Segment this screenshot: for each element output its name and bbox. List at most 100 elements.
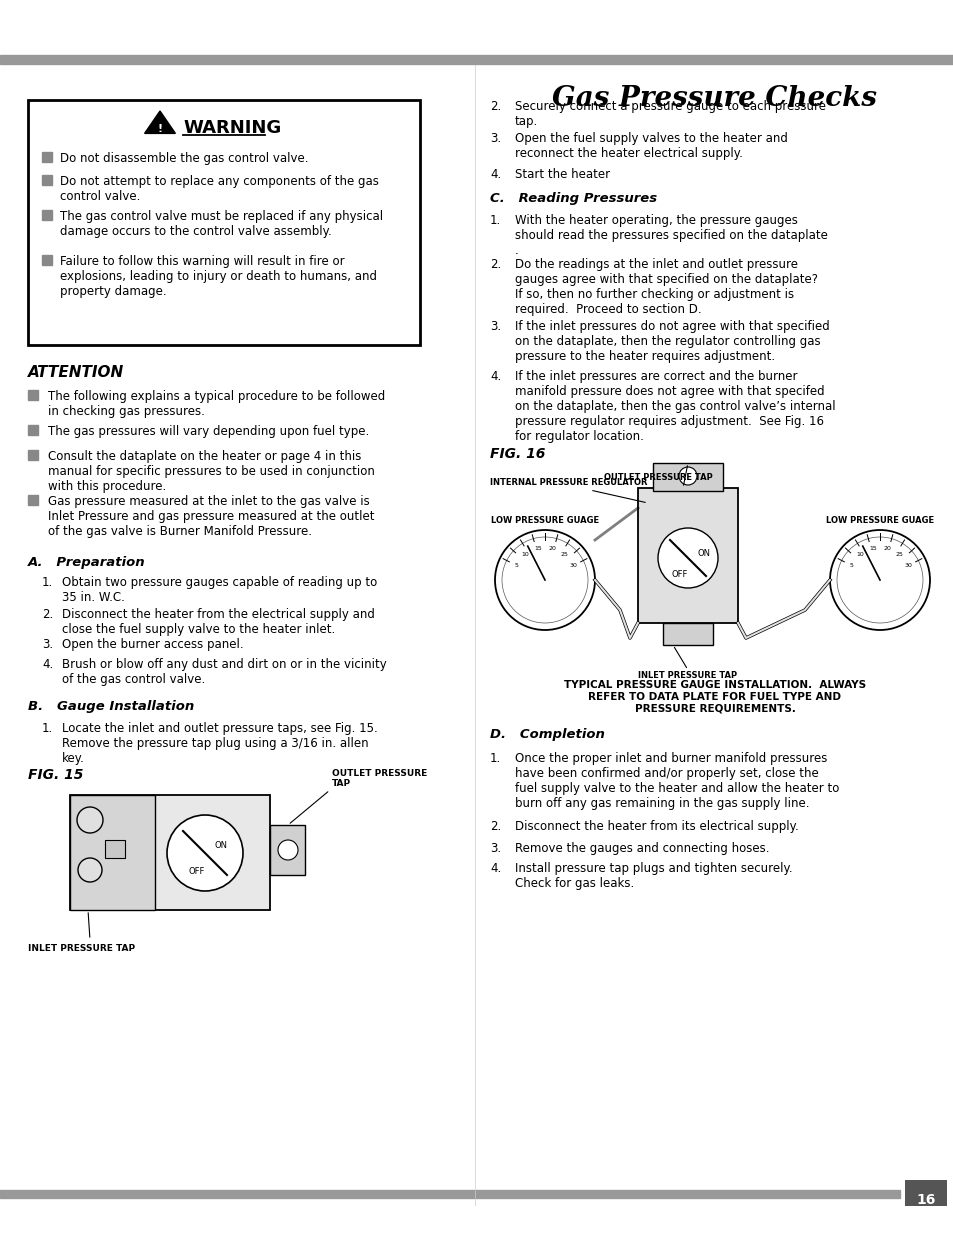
Text: Do the readings at the inlet and outlet pressure
gauges agree with that specifie: Do the readings at the inlet and outlet …: [515, 258, 817, 316]
Text: If the inlet pressures are correct and the burner
manifold pressure does not agr: If the inlet pressures are correct and t…: [515, 370, 835, 443]
Text: 30: 30: [903, 563, 911, 568]
Text: The gas control valve must be replaced if any physical
damage occurs to the cont: The gas control valve must be replaced i…: [60, 210, 383, 238]
Circle shape: [501, 537, 587, 622]
Text: D.   Completion: D. Completion: [490, 727, 604, 741]
Text: 15: 15: [868, 546, 876, 551]
Text: OUTLET PRESSURE
TAP: OUTLET PRESSURE TAP: [332, 768, 427, 788]
Circle shape: [78, 858, 102, 882]
Text: C.   Reading Pressures: C. Reading Pressures: [490, 191, 657, 205]
Circle shape: [277, 840, 297, 860]
Text: Do not attempt to replace any components of the gas
control valve.: Do not attempt to replace any components…: [60, 175, 378, 203]
Text: Gas Pressure Checks: Gas Pressure Checks: [552, 85, 877, 112]
Circle shape: [658, 529, 718, 588]
Bar: [105, 840, 125, 858]
Bar: [70, 795, 270, 910]
Text: 4.: 4.: [490, 168, 500, 182]
Bar: [28, 495, 38, 505]
Text: With the heater operating, the pressure gauges
should read the pressures specifi: With the heater operating, the pressure …: [515, 214, 827, 257]
Text: Brush or blow off any dust and dirt on or in the vicinity
of the gas control val: Brush or blow off any dust and dirt on o…: [62, 658, 386, 685]
Text: Disconnect the heater from its electrical supply.: Disconnect the heater from its electrica…: [515, 820, 798, 832]
Text: ON: ON: [698, 548, 710, 557]
Text: INLET PRESSURE TAP: INLET PRESSURE TAP: [638, 671, 737, 680]
Text: 30: 30: [569, 563, 577, 568]
Bar: [70, 795, 154, 910]
Text: Do not disassemble the gas control valve.: Do not disassemble the gas control valve…: [60, 152, 308, 165]
Text: 3.: 3.: [490, 320, 500, 333]
Text: INTERNAL PRESSURE REGULATOR: INTERNAL PRESSURE REGULATOR: [490, 478, 647, 487]
Text: OFF: OFF: [189, 867, 205, 876]
Bar: [0, 1191, 899, 1198]
Text: 4.: 4.: [490, 370, 500, 383]
Bar: [28, 425, 38, 435]
Text: 1.: 1.: [42, 722, 53, 735]
Bar: [638, 488, 738, 622]
Bar: [662, 622, 712, 645]
Bar: [28, 390, 38, 400]
Text: 1.: 1.: [42, 576, 53, 589]
Text: 5: 5: [514, 563, 517, 568]
Circle shape: [679, 467, 697, 485]
Text: Disconnect the heater from the electrical supply and
close the fuel supply valve: Disconnect the heater from the electrica…: [62, 608, 375, 636]
Text: Once the proper inlet and burner manifold pressures
have been confirmed and/or p: Once the proper inlet and burner manifol…: [515, 752, 839, 810]
Text: B.   Gauge Installation: B. Gauge Installation: [28, 700, 194, 713]
Text: 10: 10: [521, 552, 529, 557]
Circle shape: [829, 530, 929, 630]
Text: 3.: 3.: [42, 638, 53, 651]
Bar: [0, 56, 953, 64]
Text: The following explains a typical procedure to be followed
in checking gas pressu: The following explains a typical procedu…: [48, 390, 385, 417]
Bar: [270, 825, 305, 876]
Text: Open the fuel supply valves to the heater and
reconnect the heater electrical su: Open the fuel supply valves to the heate…: [515, 132, 787, 161]
Text: OUTLET PRESSURE TAP: OUTLET PRESSURE TAP: [603, 473, 712, 482]
Text: 15: 15: [534, 546, 541, 551]
Text: ON: ON: [214, 841, 228, 850]
Text: LOW PRESSURE GUAGE: LOW PRESSURE GUAGE: [825, 516, 933, 525]
Bar: [42, 152, 52, 162]
Text: 1.: 1.: [490, 214, 500, 227]
Text: 16: 16: [915, 1193, 935, 1207]
Text: Install pressure tap plugs and tighten securely.
Check for gas leaks.: Install pressure tap plugs and tighten s…: [515, 862, 792, 890]
Text: 1.: 1.: [490, 752, 500, 764]
Text: Gas pressure measured at the inlet to the gas valve is
Inlet Pressure and gas pr: Gas pressure measured at the inlet to th…: [48, 495, 375, 538]
Circle shape: [77, 806, 103, 832]
Bar: [904, 1179, 946, 1207]
Text: Remove the gauges and connecting hoses.: Remove the gauges and connecting hoses.: [515, 842, 769, 855]
Text: 2.: 2.: [490, 100, 500, 112]
Text: Locate the inlet and outlet pressure taps, see Fig. 15.
Remove the pressure tap : Locate the inlet and outlet pressure tap…: [62, 722, 377, 764]
Text: 25: 25: [895, 552, 902, 557]
Polygon shape: [145, 111, 175, 133]
Text: LOW PRESSURE GUAGE: LOW PRESSURE GUAGE: [491, 516, 598, 525]
Text: Obtain two pressure gauges capable of reading up to
35 in. W.C.: Obtain two pressure gauges capable of re…: [62, 576, 376, 604]
Text: Consult the dataplate on the heater or page 4 in this
manual for specific pressu: Consult the dataplate on the heater or p…: [48, 450, 375, 493]
Text: ATTENTION: ATTENTION: [28, 366, 124, 380]
Text: INLET PRESSURE TAP: INLET PRESSURE TAP: [28, 944, 135, 953]
Text: 3.: 3.: [490, 842, 500, 855]
Circle shape: [167, 815, 243, 890]
Text: The gas pressures will vary depending upon fuel type.: The gas pressures will vary depending up…: [48, 425, 369, 438]
Bar: [42, 210, 52, 220]
Text: TYPICAL PRESSURE GAUGE INSTALLATION.  ALWAYS
REFER TO DATA PLATE FOR FUEL TYPE A: TYPICAL PRESSURE GAUGE INSTALLATION. ALW…: [563, 680, 865, 713]
Text: 3.: 3.: [490, 132, 500, 144]
Bar: [42, 254, 52, 266]
Bar: [42, 175, 52, 185]
Text: If the inlet pressures do not agree with that specified
on the dataplate, then t: If the inlet pressures do not agree with…: [515, 320, 829, 363]
Text: FIG. 16: FIG. 16: [490, 447, 545, 461]
Text: 2.: 2.: [490, 820, 500, 832]
Text: WARNING: WARNING: [183, 119, 281, 137]
Text: 4.: 4.: [42, 658, 53, 671]
Text: 25: 25: [560, 552, 568, 557]
Bar: [28, 100, 419, 345]
Text: 4.: 4.: [490, 862, 500, 876]
Circle shape: [836, 537, 923, 622]
Text: Start the heater: Start the heater: [515, 168, 610, 182]
Circle shape: [495, 530, 595, 630]
Text: 20: 20: [882, 546, 890, 551]
Text: FIG. 15: FIG. 15: [28, 768, 83, 782]
Text: A.   Preparation: A. Preparation: [28, 556, 146, 569]
Text: OFF: OFF: [671, 571, 687, 579]
Text: !: !: [157, 124, 162, 135]
Bar: [652, 463, 722, 492]
Text: 2.: 2.: [42, 608, 53, 621]
Text: 5: 5: [849, 563, 853, 568]
Text: Open the burner access panel.: Open the burner access panel.: [62, 638, 243, 651]
Text: 20: 20: [547, 546, 556, 551]
